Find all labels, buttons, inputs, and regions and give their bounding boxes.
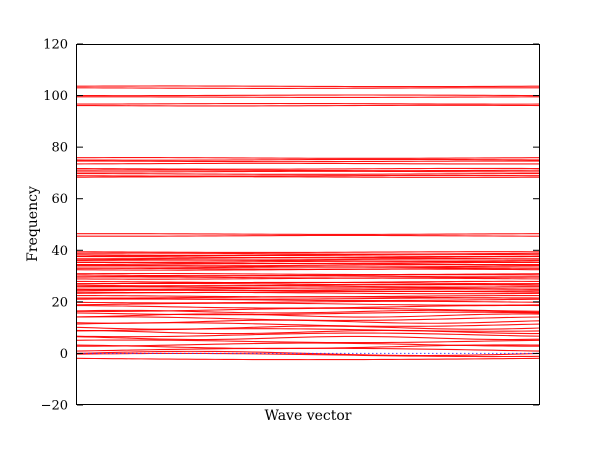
band-line xyxy=(76,332,540,338)
y-tick-label: 80 xyxy=(51,141,68,156)
band-line xyxy=(76,298,540,302)
band-line xyxy=(76,300,540,304)
band-line xyxy=(76,85,540,88)
band-line xyxy=(76,157,540,159)
band-line xyxy=(76,160,540,163)
band-line xyxy=(76,158,540,161)
band-line xyxy=(76,329,540,335)
band-line xyxy=(76,176,540,178)
band-line xyxy=(76,304,540,309)
band-line xyxy=(76,322,540,327)
band-line xyxy=(76,347,540,352)
band-line xyxy=(76,339,540,344)
band-line xyxy=(76,162,540,165)
axes-frame xyxy=(76,44,540,405)
band-line xyxy=(76,277,540,280)
band-line xyxy=(76,251,540,254)
band-line xyxy=(76,313,540,318)
y-tick-label: 20 xyxy=(51,295,68,310)
y-tick-label: 0 xyxy=(60,347,68,362)
band-line xyxy=(76,87,540,89)
band-line xyxy=(76,169,540,172)
band-line xyxy=(76,316,540,321)
y-tick-label: 40 xyxy=(51,244,68,259)
band-line xyxy=(76,167,540,170)
band-line xyxy=(76,302,540,306)
band-line xyxy=(76,233,540,235)
band-line xyxy=(76,309,540,314)
y-tick-label: 60 xyxy=(51,192,68,207)
band-line xyxy=(76,268,540,271)
band-line xyxy=(76,335,540,341)
band-line xyxy=(76,104,540,107)
band-lines-group xyxy=(76,85,540,361)
band-line xyxy=(76,102,540,105)
band-line xyxy=(76,94,540,97)
band-line xyxy=(76,357,540,361)
band-line xyxy=(76,275,540,278)
band-line xyxy=(76,259,540,262)
band-line xyxy=(76,253,540,256)
band-line xyxy=(76,325,540,330)
band-line xyxy=(76,174,540,177)
band-line xyxy=(76,287,540,290)
band-line xyxy=(76,170,540,173)
y-tick-label: 120 xyxy=(43,38,68,53)
band-line xyxy=(76,328,540,332)
band-line xyxy=(76,291,540,295)
band-line xyxy=(76,173,540,175)
band-line xyxy=(76,234,540,237)
y-tick-label: −20 xyxy=(41,399,68,414)
band-line xyxy=(76,311,540,316)
band-line xyxy=(76,96,540,98)
y-tick-label: 100 xyxy=(43,89,68,104)
